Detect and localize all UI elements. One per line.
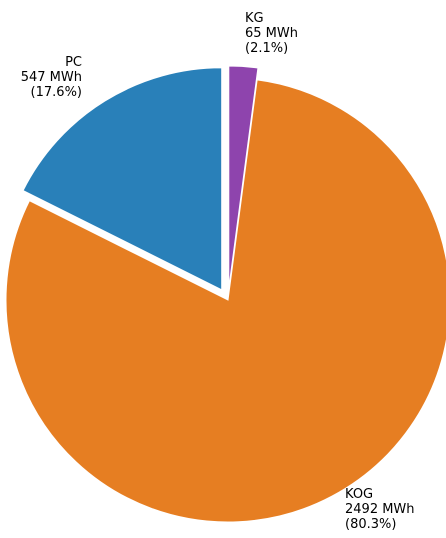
slice-percent-kg: (2.1%) [245,41,288,56]
slice-value-pc: 547 MWh [21,70,82,85]
slice-label-kog: KOG [345,487,373,502]
slice-percent-kog: (80.3%) [345,517,396,532]
pie-slices [5,65,446,523]
pie-slice-pc [22,67,223,291]
pie-slice-kog [5,79,446,523]
slice-percent-pc: (17.6%) [31,85,82,100]
slice-label-pc: PC [65,55,82,70]
slice-label-kg: KG [245,11,264,26]
slice-value-kog: 2492 MWh [345,502,415,517]
pie-slice-kg [228,65,259,289]
slice-value-kg: 65 MWh [245,26,298,41]
